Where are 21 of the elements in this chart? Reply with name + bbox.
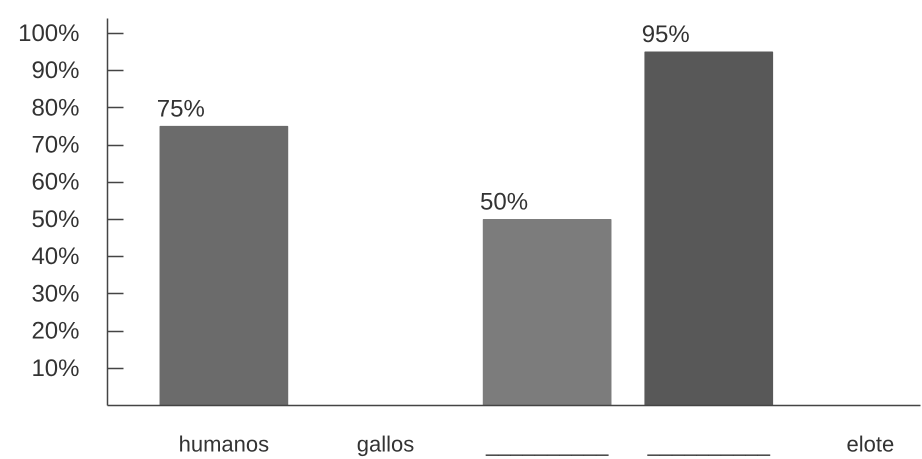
y-tick-label: 50%	[31, 206, 80, 233]
data-label: 75%	[156, 95, 205, 122]
bar	[644, 51, 774, 406]
y-tick-label: 40%	[31, 243, 80, 270]
x-tick-label: __________	[484, 432, 610, 456]
y-tick-label: 80%	[31, 94, 80, 122]
y-tick-label: 90%	[31, 57, 80, 84]
y-tick-label: 60%	[31, 168, 80, 196]
bar	[160, 126, 288, 406]
x-tick-label: __________	[646, 432, 771, 456]
y-tick-label: 30%	[31, 280, 80, 308]
data-label: 50%	[480, 188, 528, 216]
x-tick-label: gallos	[356, 432, 414, 456]
bar	[482, 218, 612, 406]
x-tick-label: elote	[846, 432, 894, 456]
data-label: 95%	[642, 20, 690, 48]
x-tick-label: humanos	[178, 432, 270, 456]
y-tick-label: 20%	[31, 318, 80, 345]
y-tick-label: 100%	[18, 20, 80, 47]
y-tick-label: 10%	[31, 354, 80, 382]
y-tick-label: 70%	[31, 132, 80, 159]
